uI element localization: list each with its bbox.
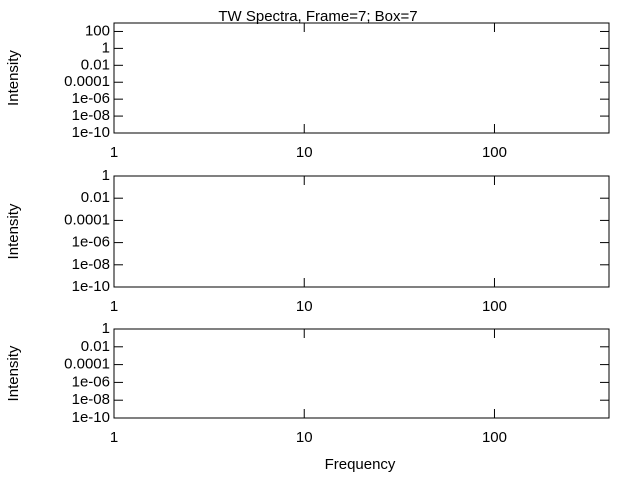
plot-frame [113,175,610,288]
y-tick-label: 0.0001 [64,356,110,373]
y-tick-label: 1e-10 [72,278,110,295]
y-tick-label: 0.01 [81,338,110,355]
y-tick-label: 1e-08 [72,256,110,273]
x-tick-label: 10 [296,144,313,161]
y-tick-label: 1 [102,39,110,56]
y-tick-label: 1e-10 [72,409,110,426]
x-tick-label: 100 [482,298,507,315]
y-tick-label: 1e-08 [72,391,110,408]
x-tick-label: 100 [482,144,507,161]
x-tick-label: 10 [296,298,313,315]
y-tick-label: 0.0001 [64,73,110,90]
x-tick-label: 1 [110,298,118,315]
y-tick-label: 0.0001 [64,211,110,228]
y-tick-label: 1e-06 [72,373,110,390]
y-tick-label: 1 [102,167,110,184]
x-tick-label: 100 [482,429,507,446]
y-axis-label: Intensity [5,50,22,106]
plot-frame [113,328,610,419]
y-tick-label: 0.01 [81,189,110,206]
y-axis-label: Intensity [5,345,22,401]
y-tick-label: 1e-06 [72,234,110,251]
x-tick-label: 1 [110,429,118,446]
y-tick-label: 100 [85,22,110,39]
plot-frame [113,22,610,134]
y-axis-label: Intensity [5,203,22,259]
x-tick-label: 10 [296,429,313,446]
y-tick-label: 1e-08 [72,107,110,124]
y-tick-label: 0.01 [81,56,110,73]
x-tick-label: 1 [110,144,118,161]
x-axis-label: Frequency [325,456,396,473]
y-tick-label: 1 [102,320,110,337]
y-tick-label: 1e-10 [72,124,110,141]
y-tick-label: 1e-06 [72,90,110,107]
chart-title: TW Spectra, Frame=7; Box=7 [218,8,417,25]
